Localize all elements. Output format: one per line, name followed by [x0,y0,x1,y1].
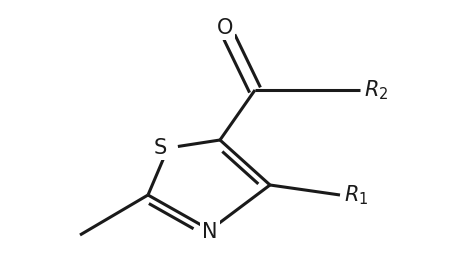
Text: O: O [217,18,233,38]
Text: N: N [202,222,218,242]
Text: $R_2$: $R_2$ [364,78,388,102]
Text: $R_1$: $R_1$ [344,183,368,207]
Text: S: S [154,138,167,158]
